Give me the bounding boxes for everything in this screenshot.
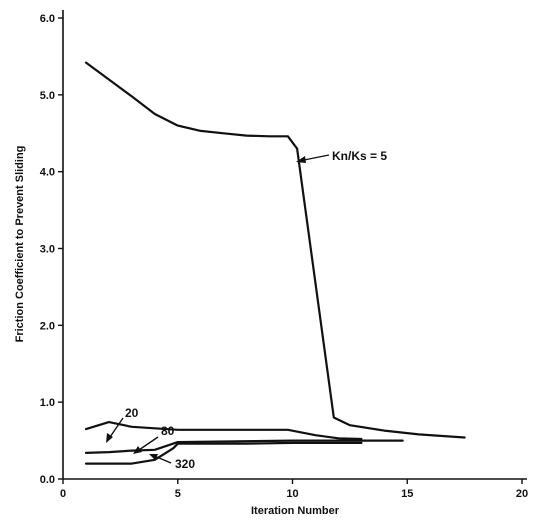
annotation-arrowhead-320: [149, 454, 158, 460]
x-tick-label: 10: [286, 488, 298, 500]
series-line-3: [84, 441, 363, 465]
plot-area: 0.0 1.0 2.0 3.0 4.0 5.0 6.0 0 5 10 15 20 Kn/Ks = 5 …: [40, 10, 528, 500]
annotation-arrowhead-kn-ks-5: [296, 156, 306, 163]
y-tick-label: 6.0: [40, 13, 55, 25]
annotation-label-320: 320: [175, 457, 195, 471]
x-axis-label: Iteration Number: [251, 505, 340, 517]
y-tick-label: 3.0: [40, 244, 55, 256]
y-tick-label: 4.0: [40, 167, 55, 179]
series-layer: [84, 61, 466, 465]
annotation-label-20: 20: [125, 406, 139, 420]
annotation-label-kn-ks-5: Kn/Ks = 5: [332, 149, 387, 163]
y-axis-label: Friction Coefficient to Prevent Sliding: [14, 146, 26, 343]
y-tick-label: 0.0: [40, 474, 55, 486]
x-tick-label: 20: [516, 488, 528, 500]
y-tick-label: 5.0: [40, 90, 55, 102]
x-tick-label: 5: [175, 488, 181, 500]
x-tick-label: 0: [60, 488, 66, 500]
y-tick-label: 2.0: [40, 320, 55, 332]
x-tick-label: 15: [401, 488, 413, 500]
series-line-2: [84, 439, 404, 454]
series-line-1: [84, 421, 363, 441]
axis-ticks: 0.0 1.0 2.0 3.0 4.0 5.0 6.0 0 5 10 15 20: [40, 13, 528, 500]
y-tick-label: 1.0: [40, 397, 55, 409]
annotation-layer: Kn/Ks = 5 20 80 320: [106, 149, 387, 471]
series-line-0: [84, 61, 466, 439]
annotation-arrowhead-80: [133, 446, 142, 454]
annotation-label-80: 80: [161, 424, 175, 438]
annotation-arrowhead-20: [106, 433, 113, 443]
